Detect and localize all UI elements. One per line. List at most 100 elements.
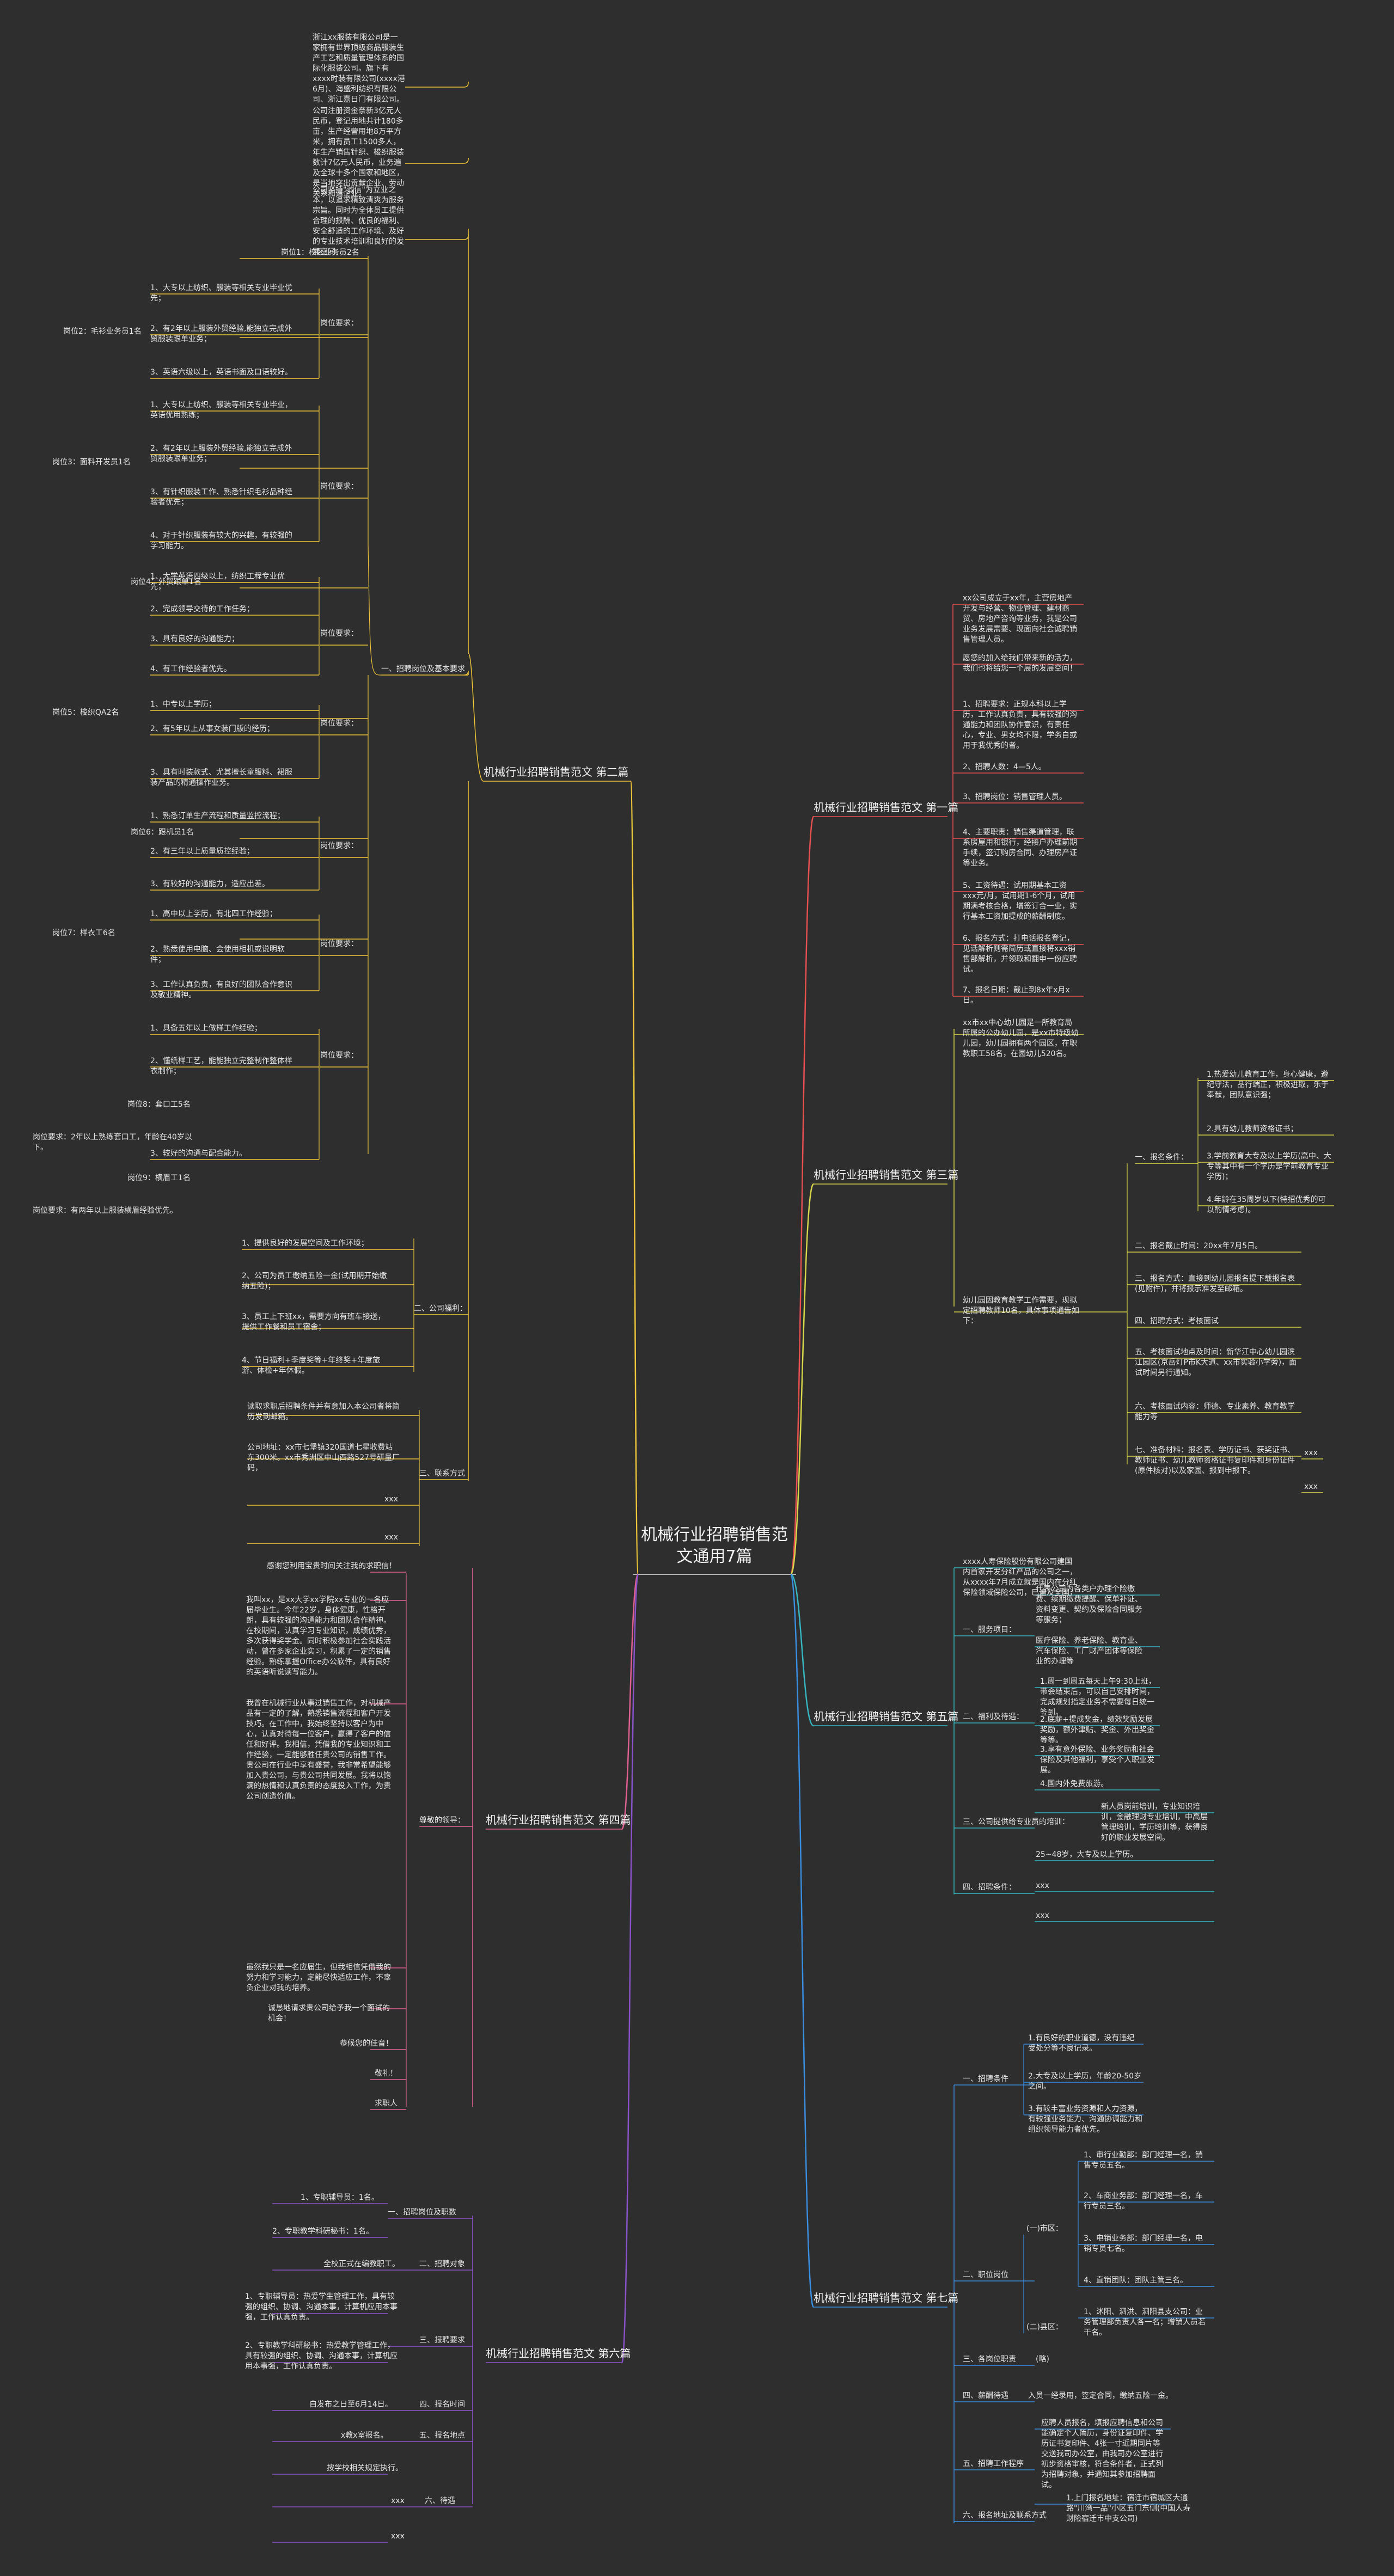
branch-2-title[interactable]: 机械行业招聘销售范文 第二篇 bbox=[484, 765, 629, 778]
b2-extra-item: 岗位9：横眉工1名 bbox=[127, 1174, 191, 1182]
b6-s3[interactable]: 三、报聘要求 bbox=[419, 2336, 465, 2345]
b7-s1-item-1: 1.有良好的职业道德，没有违纪受处分等不良记录。 bbox=[1028, 2034, 1135, 2053]
b6-s1[interactable]: 一、招聘岗位及职数 bbox=[388, 2208, 456, 2217]
root-topic[interactable]: 机械行业招聘销售范文通用7篇 bbox=[638, 1524, 791, 1568]
b2-job-item: 1、中专以上学历； bbox=[150, 700, 216, 709]
b2-contact-1: 读取求职后招聘条件并有意加入本公司者将简历发到邮箱。 bbox=[247, 1402, 400, 1421]
b7-s4[interactable]: 四、薪酬待遇 bbox=[963, 2391, 1008, 2400]
branch-3-title[interactable]: 机械行业招聘销售范文 第三篇 bbox=[814, 1168, 959, 1181]
b6-s1-item-1: 1、专职辅导员：1名。 bbox=[301, 2193, 379, 2202]
b7-g2[interactable]: (二)县区： bbox=[1026, 2323, 1063, 2332]
b2-welfare-3: 3、员工上下班xx，需要方向有班车接送，提供工作餐和员工宿舍； bbox=[242, 1312, 386, 1332]
b6-s3-item-2: 2、专职教学科研秘书：热爱教学管理工作，具有较强的组织、协调、沟通本事，计算机应… bbox=[245, 2341, 398, 2371]
b4-para-7: 求职人 bbox=[375, 2099, 398, 2108]
b2-job-title: 岗位3：面料开发员1名 bbox=[52, 458, 131, 467]
b2-section-2[interactable]: 二、公司福利： bbox=[414, 1304, 467, 1313]
b5-s1[interactable]: 一、服务项目： bbox=[963, 1626, 1016, 1634]
b7-g1-item-1: 1、审行业勤部：部门经理一名，销售专员五名。 bbox=[1084, 2151, 1203, 2170]
b2-contact-2: 公司地址：xx市七堡镇320国道七星收费站东300米。xx市秀洲区中山西路527… bbox=[247, 1443, 400, 1473]
b2-job-label: 岗位要求： bbox=[320, 1051, 358, 1060]
b1-item: 4、主要职责：销售渠道管理，联系房屋用和银行，经接户办理前期手续，签订购房合同、… bbox=[963, 828, 1077, 868]
b2-job-label: 岗位要求： bbox=[320, 719, 358, 728]
b2-extra-item: 岗位8：套口工5名 bbox=[127, 1100, 191, 1109]
b5-s4[interactable]: 四、招聘条件： bbox=[963, 1883, 1016, 1892]
b6-s6[interactable]: 六、待遇 bbox=[425, 2497, 455, 2505]
b2-job-item: 3、工作认真负责，有良好的团队合作意识及敬业精神。 bbox=[150, 980, 292, 999]
b2-job-item: 1、熟悉订单生产流程和质量监控流程； bbox=[150, 812, 285, 820]
b2-intro-3: 公司坚持"诚信"为立业之本，以追求精致清爽为服务宗旨。同时为全体员工提供合理的报… bbox=[313, 186, 404, 256]
b2-job-item: 3、具有良好的沟通能力； bbox=[150, 635, 239, 643]
b7-s5-value: 应聘人员报名，填报应聘信息和公司能确定个人简历，身份证复印件、学历证书复印件、4… bbox=[1041, 2419, 1163, 2489]
b4-para-3: 虽然我只是一名应届生，但我相信凭借我的努力和学习能力，定能尽快适应工作，不辜负企… bbox=[246, 1963, 391, 1992]
b2-job-label: 岗位要求： bbox=[320, 940, 358, 948]
b2-job-title: 岗位2：毛衫业务员1名 bbox=[63, 327, 142, 336]
leaf-connector bbox=[463, 670, 469, 676]
b1-item: 3、招聘岗位：销售管理人员。 bbox=[963, 793, 1067, 801]
b6-s4[interactable]: 四、报名时间 bbox=[419, 2400, 465, 2409]
b2-job-label: 岗位要求： bbox=[320, 842, 358, 850]
b7-s2[interactable]: 二、职位岗位 bbox=[963, 2271, 1008, 2279]
b4-para-6: 敬礼！ bbox=[375, 2069, 398, 2078]
b2-jobs-trunk bbox=[368, 256, 382, 1154]
b5-s4-item-2: xxx bbox=[1036, 1881, 1049, 1890]
b3-intro-2: 幼儿园因教育教学工作需要，现拟定招聘教师10名，具体事项通告如下： bbox=[963, 1296, 1079, 1326]
b1-item: 愿您的加入给我们带来新的活力，我们也将给您一个展的发展空间！ bbox=[963, 654, 1077, 673]
b2-job-title: 岗位4：外贸跟单1名 bbox=[131, 578, 201, 586]
b2-intro-tie bbox=[405, 158, 469, 164]
b7-g1-item-3: 3、电销业务部：部门经理一名，电销专员七名。 bbox=[1084, 2234, 1203, 2253]
b6-s5[interactable]: 五、报名地点 bbox=[419, 2431, 465, 2440]
b6-xxx-2: xxx bbox=[391, 2532, 405, 2541]
b2-job-item: 3、较好的沟通与配合能力。 bbox=[150, 1149, 247, 1158]
b5-s2-item-4: 4.国内外免费旅游。 bbox=[1040, 1780, 1109, 1788]
b4-para-2: 我曾在机械行业从事过销售工作，对机械产品有一定的了解，熟悉销售流程和客户开发技巧… bbox=[246, 1699, 391, 1801]
b3-item: 六、考核面试内容：师德、专业素养、教育教学能力等 bbox=[1135, 1402, 1295, 1421]
b5-s2-item-1: 1.周一到周五每天上午9:30上班，带会结束后，可以自己安排时间，完成规划指定业… bbox=[1040, 1677, 1156, 1717]
b5-s2[interactable]: 二、福利及待遇： bbox=[963, 1713, 1024, 1721]
b3-s1-item-3: 3.学前教育大专及以上学历(高中、大专等其中有一个学历是学前教育专业学历)； bbox=[1207, 1152, 1331, 1181]
b3-s1[interactable]: 一、报名条件： bbox=[1135, 1153, 1188, 1162]
b2-section-1[interactable]: 一、招聘岗位及基本要求 bbox=[381, 665, 465, 673]
b2-job-item: 1、大专以上纺织、服装等相关专业毕业，英语优用熟练； bbox=[150, 401, 292, 420]
b2-welfare-2: 2、公司为员工缴纳五险一金(试用期开始缴纳五险)； bbox=[242, 1272, 387, 1291]
b4-para-1: 我叫xx，是xx大学xx学院xx专业的一名应届毕业生。今年22岁，身体健康，性格… bbox=[246, 1596, 391, 1677]
b7-g1[interactable]: (一)市区： bbox=[1026, 2224, 1063, 2233]
b3-item: 四、招聘方式：考核面试 bbox=[1135, 1317, 1219, 1326]
b2-job-item: 2、有5年以上从事女装门版的经历； bbox=[150, 725, 274, 733]
branch-4-title[interactable]: 机械行业招聘销售范文 第四篇 bbox=[486, 1813, 631, 1826]
branch-7-title[interactable]: 机械行业招聘销售范文 第七篇 bbox=[814, 2291, 959, 2304]
b2-job-item: 4、有工作经验者优先。 bbox=[150, 665, 231, 673]
b2-job-item: 2、有三年以上质量质控经验； bbox=[150, 847, 254, 856]
b7-s6[interactable]: 六、报名地址及联系方式 bbox=[963, 2511, 1047, 2520]
b2-job-item: 3、有较好的沟通能力，适应出差。 bbox=[150, 880, 270, 888]
b5-s1-item-1: 代表公司为各类户办理个险缴费、续期缴费提醒、保单补证、资料变更、契约及保险合同服… bbox=[1036, 1585, 1142, 1624]
b3-xxx-1: xxx bbox=[1304, 1449, 1318, 1457]
b2-job-label: 岗位要求： bbox=[320, 482, 358, 491]
b2-intro-tie bbox=[405, 82, 469, 88]
b2-contact-4: xxx bbox=[384, 1533, 398, 1542]
b7-s1-item-3: 3.有较丰富业务资源和人力资源，有较强业务能力、沟通协调能力和组织领导能力者优先… bbox=[1028, 2105, 1142, 2134]
b7-s3[interactable]: 三、各岗位职责 bbox=[963, 2355, 1016, 2364]
b7-s3-value: (略) bbox=[1036, 2355, 1049, 2364]
main-branch-right bbox=[790, 1573, 814, 1727]
b7-s1[interactable]: 一、招聘条件 bbox=[963, 2075, 1008, 2083]
b7-s4-value: 入员一经录用，签定合同，缴纳五险一金。 bbox=[1028, 2391, 1173, 2400]
branch-6-title[interactable]: 机械行业招聘销售范文 第六篇 bbox=[486, 2347, 631, 2360]
b3-item: 二、报名截止时间：20xx年7月5日。 bbox=[1135, 1242, 1263, 1250]
b2-job-item: 1、具备五年以上做样工作经验； bbox=[150, 1024, 262, 1033]
root-title: 机械行业招聘销售范文通用7篇 bbox=[641, 1525, 788, 1566]
branch-5-title[interactable]: 机械行业招聘销售范文 第五篇 bbox=[814, 1710, 959, 1723]
b7-s5[interactable]: 五、招聘工作程序 bbox=[963, 2460, 1024, 2468]
b7-g1-item-2: 2、车商业务部：部门经理一名，车行专员三名。 bbox=[1084, 2192, 1203, 2211]
branch-1-title[interactable]: 机械行业招聘销售范文 第一篇 bbox=[814, 801, 959, 814]
b2-job-item: 1、大学英语四级以上，纺织工程专业优先； bbox=[150, 572, 285, 591]
b4-label[interactable]: 尊敬的领导： bbox=[419, 1816, 465, 1825]
b2-job-title: 岗位5：梭织QA2名 bbox=[52, 708, 119, 717]
b5-s3[interactable]: 三、公司提供给专业员的培训： bbox=[963, 1818, 1069, 1826]
b2-job-item: 3、有针织服装工作、熟悉针织毛衫品种经验者优先； bbox=[150, 488, 292, 507]
b5-s1-item-2: 医疗保险、养老保险、教育业、汽车保险、工厂财产团体等保险业的办理等 bbox=[1036, 1636, 1142, 1666]
b6-s2[interactable]: 二、招聘对象 bbox=[419, 2260, 465, 2268]
b3-s1-item-4: 4.年龄在35周岁以下(特招优秀的可以酌情考虑)。 bbox=[1207, 1195, 1326, 1215]
b2-section-3[interactable]: 三、联系方式 bbox=[419, 1469, 465, 1478]
b5-s4-item-3: xxx bbox=[1036, 1911, 1049, 1920]
